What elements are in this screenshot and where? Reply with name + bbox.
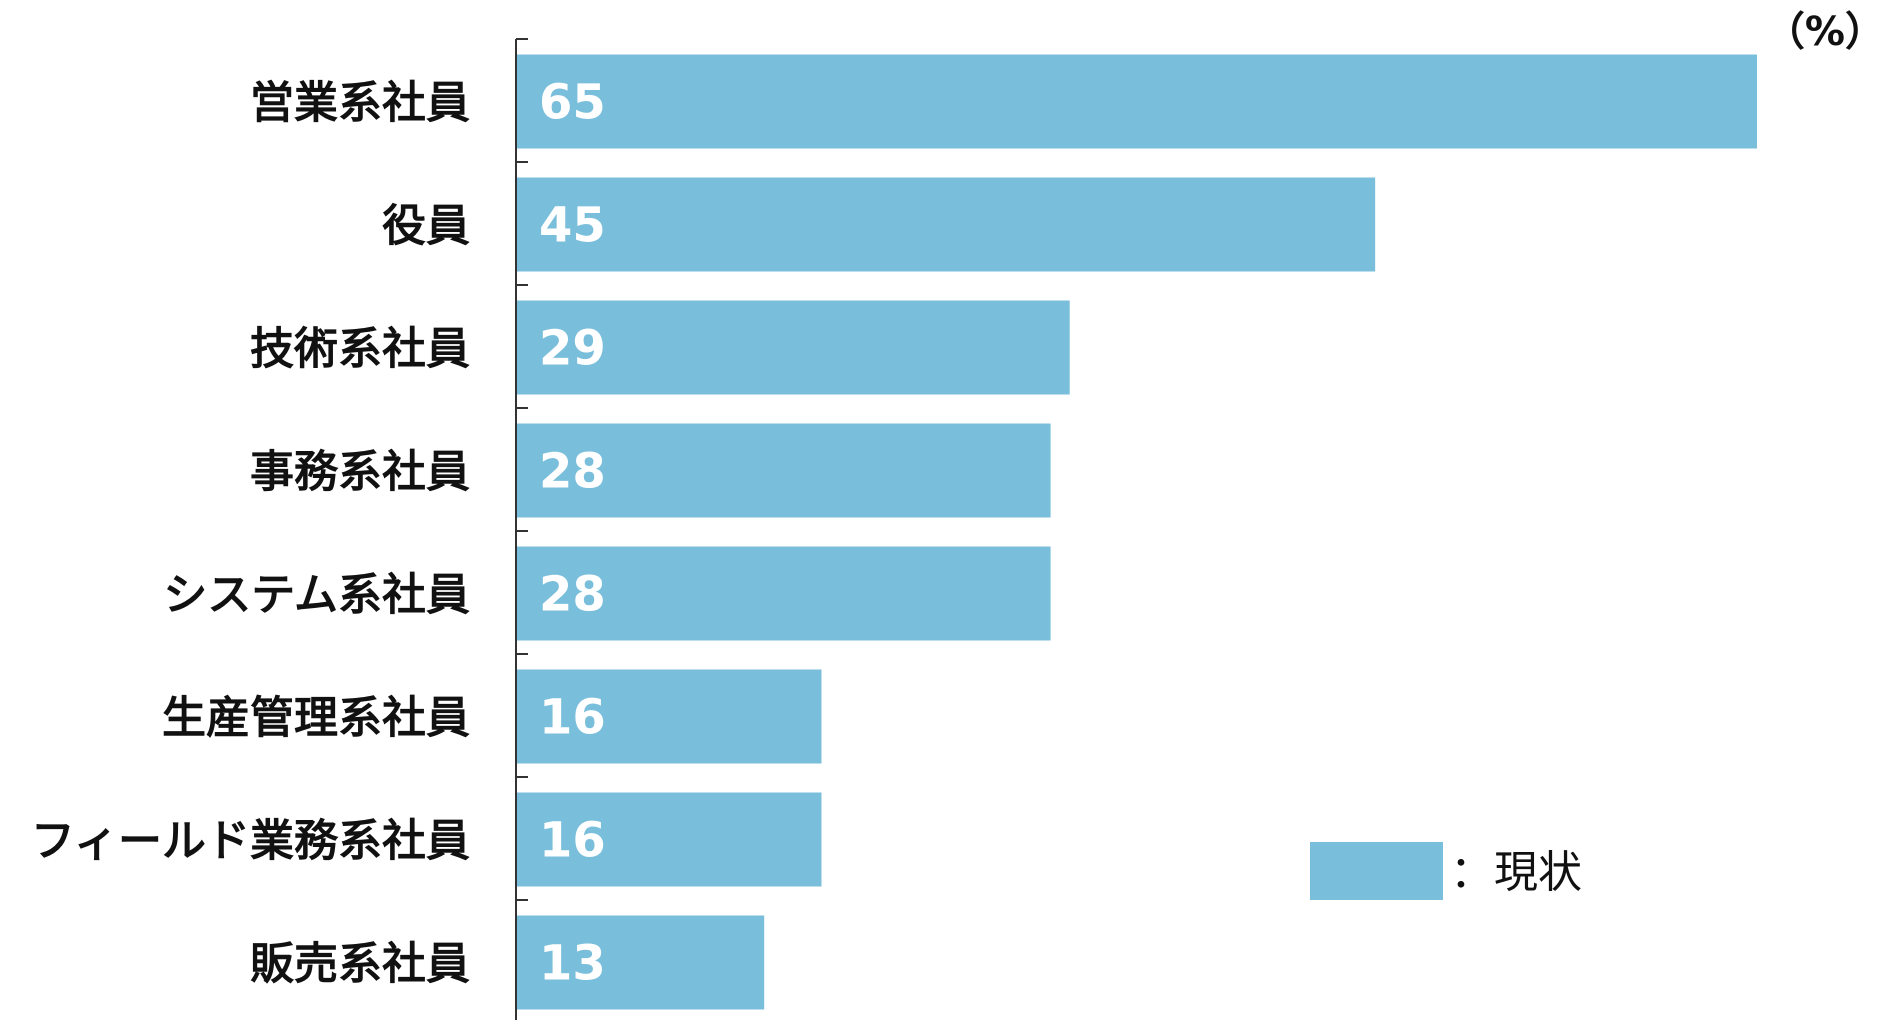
category-label: システム系社員 [163, 570, 470, 621]
bar-value-label: 28 [539, 567, 606, 623]
bar [516, 177, 1376, 272]
category-label: フィールド業務系社員 [31, 816, 470, 867]
bar [516, 54, 1757, 149]
bar [516, 669, 822, 764]
legend: ：現状 [1310, 842, 1582, 900]
bar-value-label: 13 [539, 936, 606, 992]
bars-layer: 65 営業系社員 45 役員 29 技術系社員 28 事務系社員 28 システム系社員 16 生産管理… [31, 54, 1757, 1010]
legend-swatch [1310, 842, 1443, 900]
category-label: 事務系社員 [250, 447, 470, 498]
bar [516, 546, 1051, 641]
category-label: 役員 [382, 201, 470, 252]
bar [516, 915, 765, 1010]
category-label: 生産管理系社員 [162, 693, 470, 744]
category-label: 販売系社員 [250, 939, 470, 990]
category-label: 技術系社員 [250, 324, 470, 375]
bar [516, 792, 822, 887]
category-label: 営業系社員 [250, 78, 470, 129]
bar-value-label: 29 [539, 321, 606, 377]
legend-label: ：現状 [1450, 847, 1582, 898]
bar-value-label: 65 [539, 75, 606, 131]
bar [516, 423, 1051, 518]
bar [516, 300, 1070, 395]
bar-value-label: 28 [539, 444, 606, 500]
bar-value-label: 45 [539, 198, 606, 254]
bar-value-label: 16 [539, 690, 606, 746]
unit-label: （%） [1765, 9, 1885, 55]
axis-layer [515, 38, 528, 1020]
bar-value-label: 16 [539, 813, 606, 869]
